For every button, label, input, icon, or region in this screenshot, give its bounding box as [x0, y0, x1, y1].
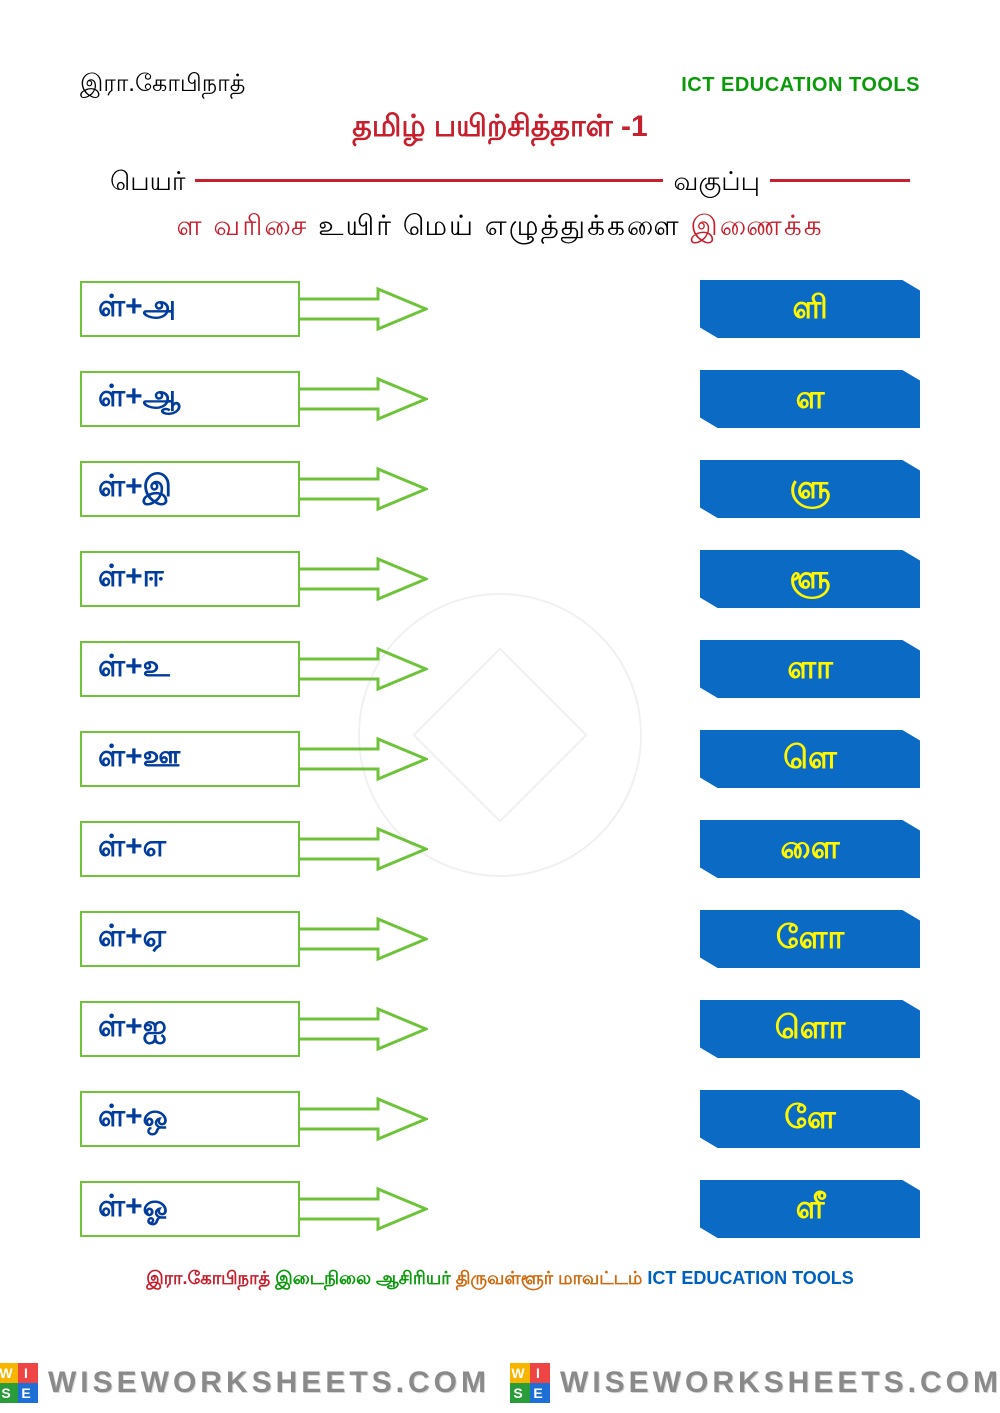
right-answer-box[interactable]: ளெ — [700, 730, 920, 788]
left-combination-box[interactable]: ள்+ஓ — [80, 1181, 300, 1237]
right-answer-box[interactable]: ள — [700, 370, 920, 428]
arrow — [298, 641, 428, 697]
wise-logo-icon: W I S E — [510, 1363, 550, 1403]
arrow — [298, 461, 428, 517]
match-row[interactable]: ள்+ஊ ளெ — [80, 714, 920, 804]
site-url-1: WISEWORKSHEETS.COM — [48, 1366, 490, 1400]
header: இரா.கோபிநாத் ICT EDUCATION TOOLS — [80, 70, 920, 100]
match-row[interactable]: ள்+எ ளை — [80, 804, 920, 894]
arrow-icon — [298, 1091, 428, 1147]
left-combination-box[interactable]: ள்+ஆ — [80, 371, 300, 427]
left-combination-box[interactable]: ள்+ஐ — [80, 1001, 300, 1057]
match-row[interactable]: ள்+ஐ ளொ — [80, 984, 920, 1074]
arrow-icon — [298, 731, 428, 787]
left-combination-box[interactable]: ள்+இ — [80, 461, 300, 517]
right-answer-box[interactable]: ளு — [700, 460, 920, 518]
arrow — [298, 371, 428, 427]
match-row[interactable]: ள்+இ ளு — [80, 444, 920, 534]
arrow — [298, 551, 428, 607]
match-row[interactable]: ள்+ஆ ள — [80, 354, 920, 444]
footer-author: இரா.கோபிநாத் — [146, 1268, 270, 1288]
right-answer-box[interactable]: ளீ — [700, 1180, 920, 1238]
footer-credits: இரா.கோபிநாத் இடைநிலை ஆசிரியர் திருவள்ளூர… — [80, 1268, 920, 1291]
brand-name: ICT EDUCATION TOOLS — [681, 74, 920, 97]
worksheet-page: இரா.கோபிநாத் ICT EDUCATION TOOLS தமிழ் ப… — [0, 0, 1000, 1413]
author-name: இரா.கோபிநாத் — [80, 70, 245, 100]
arrow-icon — [298, 1181, 428, 1237]
left-combination-box[interactable]: ள்+ஏ — [80, 911, 300, 967]
instruction-text: ள வரிசை உயிர் மெய் எழுத்துக்களை இணைக்க — [80, 210, 920, 246]
arrow — [298, 1091, 428, 1147]
class-label: வகுப்பு — [673, 166, 760, 200]
arrow — [298, 1001, 428, 1057]
worksheet-title: தமிழ் பயிற்சித்தாள் -1 — [80, 110, 920, 148]
arrow — [298, 1181, 428, 1237]
site-footer-item: W I S E WISEWORKSHEETS.COM — [510, 1363, 1000, 1403]
match-row[interactable]: ள்+ஒ ளே — [80, 1074, 920, 1164]
site-footer: W I S E WISEWORKSHEETS.COM W I S E WISEW… — [0, 1353, 1000, 1413]
match-row[interactable]: ள்+ஏ ளோ — [80, 894, 920, 984]
right-answer-box[interactable]: ளை — [700, 820, 920, 878]
arrow-icon — [298, 641, 428, 697]
left-combination-box[interactable]: ள்+ஊ — [80, 731, 300, 787]
right-answer-box[interactable]: ளொ — [700, 1000, 920, 1058]
right-answer-box[interactable]: ளோ — [700, 910, 920, 968]
arrow-icon — [298, 461, 428, 517]
name-label: பெயர் — [110, 166, 185, 200]
footer-district: திருவள்ளூர் மாவட்டம் — [456, 1268, 643, 1288]
site-footer-item: W I S E WISEWORKSHEETS.COM — [0, 1363, 490, 1403]
right-answer-box[interactable]: ளா — [700, 640, 920, 698]
name-class-row: பெயர் வகுப்பு — [110, 166, 910, 200]
arrow-icon — [298, 281, 428, 337]
right-answer-box[interactable]: ளி — [700, 280, 920, 338]
left-combination-box[interactable]: ள்+ஒ — [80, 1091, 300, 1147]
left-combination-box[interactable]: ள்+ஈ — [80, 551, 300, 607]
arrow — [298, 731, 428, 787]
arrow-icon — [298, 551, 428, 607]
arrow-icon — [298, 821, 428, 877]
left-combination-box[interactable]: ள்+அ — [80, 281, 300, 337]
arrow-icon — [298, 911, 428, 967]
arrow — [298, 911, 428, 967]
arrow — [298, 281, 428, 337]
right-answer-box[interactable]: ளே — [700, 1090, 920, 1148]
match-row[interactable]: ள்+ஓ ளீ — [80, 1164, 920, 1254]
instruction-part1: ள வரிசை — [176, 210, 308, 241]
arrow — [298, 821, 428, 877]
matching-rows: ள்+அ ளி ள்+ஆ ள ள்+இ ளு ள்+ஈ ளூ ள்+உ ளா ள… — [80, 264, 920, 1254]
footer-role: இடைநிலை ஆசிரியர் — [275, 1268, 450, 1288]
footer-brand: ICT EDUCATION TOOLS — [647, 1268, 853, 1288]
arrow-icon — [298, 371, 428, 427]
left-combination-box[interactable]: ள்+எ — [80, 821, 300, 877]
site-url-2: WISEWORKSHEETS.COM — [560, 1366, 1000, 1400]
wise-logo-icon: W I S E — [0, 1363, 38, 1403]
instruction-part3: இணைக்க — [690, 210, 823, 241]
match-row[interactable]: ள்+ஈ ளூ — [80, 534, 920, 624]
right-answer-box[interactable]: ளூ — [700, 550, 920, 608]
match-row[interactable]: ள்+அ ளி — [80, 264, 920, 354]
left-combination-box[interactable]: ள்+உ — [80, 641, 300, 697]
instruction-part2: உயிர் மெய் எழுத்துக்களை — [318, 210, 681, 241]
match-row[interactable]: ள்+உ ளா — [80, 624, 920, 714]
class-input-line[interactable] — [770, 179, 910, 182]
name-input-line[interactable] — [195, 179, 663, 182]
arrow-icon — [298, 1001, 428, 1057]
